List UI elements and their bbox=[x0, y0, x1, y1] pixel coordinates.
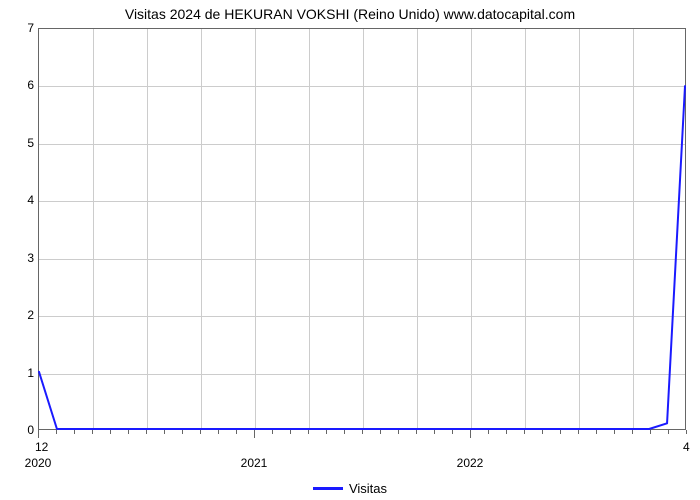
x-left-label: 12 bbox=[35, 440, 48, 454]
x-minor-tick bbox=[56, 430, 57, 434]
chart-title: Visitas 2024 de HEKURAN VOKSHI (Reino Un… bbox=[0, 6, 700, 22]
legend: Visitas bbox=[0, 477, 700, 496]
x-minor-tick bbox=[560, 430, 561, 434]
legend-item: Visitas bbox=[313, 481, 387, 496]
x-minor-tick bbox=[92, 430, 93, 434]
x-minor-tick bbox=[434, 430, 435, 434]
x-minor-tick bbox=[182, 430, 183, 434]
x-minor-tick bbox=[290, 430, 291, 434]
y-tick-label: 0 bbox=[4, 423, 34, 437]
x-right-label: 4 bbox=[683, 440, 690, 454]
x-minor-tick bbox=[236, 430, 237, 434]
y-tick-label: 5 bbox=[4, 136, 34, 150]
x-minor-tick bbox=[416, 430, 417, 434]
x-minor-tick bbox=[326, 430, 327, 434]
y-tick-label: 3 bbox=[4, 251, 34, 265]
chart-line-path bbox=[39, 29, 685, 429]
x-minor-tick bbox=[452, 430, 453, 434]
x-minor-tick bbox=[74, 430, 75, 434]
x-minor-tick bbox=[596, 430, 597, 434]
x-minor-tick bbox=[344, 430, 345, 434]
x-tick-label: 2021 bbox=[241, 456, 268, 470]
line-chart: Visitas 2024 de HEKURAN VOKSHI (Reino Un… bbox=[0, 0, 700, 500]
x-minor-tick bbox=[218, 430, 219, 434]
x-minor-tick bbox=[128, 430, 129, 434]
plot-area bbox=[38, 28, 686, 430]
x-minor-tick bbox=[146, 430, 147, 434]
x-minor-tick bbox=[578, 430, 579, 434]
x-minor-tick bbox=[650, 430, 651, 434]
x-tick-label: 2020 bbox=[25, 456, 52, 470]
x-major-tick bbox=[254, 430, 255, 438]
x-minor-tick bbox=[200, 430, 201, 434]
y-tick-label: 7 bbox=[4, 21, 34, 35]
x-major-tick bbox=[470, 430, 471, 438]
legend-swatch bbox=[313, 487, 343, 490]
y-tick-label: 6 bbox=[4, 78, 34, 92]
x-minor-tick bbox=[686, 430, 687, 434]
y-tick-label: 4 bbox=[4, 193, 34, 207]
x-tick-label: 2022 bbox=[457, 456, 484, 470]
x-minor-tick bbox=[506, 430, 507, 434]
x-minor-tick bbox=[380, 430, 381, 434]
x-minor-tick bbox=[614, 430, 615, 434]
x-minor-tick bbox=[362, 430, 363, 434]
legend-label: Visitas bbox=[349, 481, 387, 496]
x-minor-tick bbox=[668, 430, 669, 434]
x-minor-tick bbox=[398, 430, 399, 434]
y-tick-label: 2 bbox=[4, 308, 34, 322]
x-minor-tick bbox=[542, 430, 543, 434]
x-minor-tick bbox=[164, 430, 165, 434]
x-minor-tick bbox=[632, 430, 633, 434]
x-major-tick bbox=[38, 430, 39, 438]
y-tick-label: 1 bbox=[4, 366, 34, 380]
x-minor-tick bbox=[488, 430, 489, 434]
x-minor-tick bbox=[110, 430, 111, 434]
x-minor-tick bbox=[524, 430, 525, 434]
x-minor-tick bbox=[308, 430, 309, 434]
x-minor-tick bbox=[272, 430, 273, 434]
